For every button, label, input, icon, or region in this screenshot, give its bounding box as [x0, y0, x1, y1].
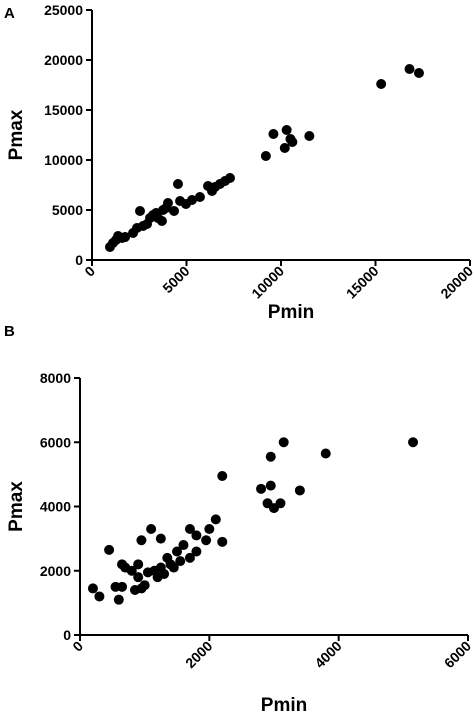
- point: [204, 523, 215, 534]
- point: [404, 64, 415, 74]
- point: [162, 198, 173, 208]
- y-tick-label: 5000: [52, 202, 83, 218]
- x-axis-title: Pmin: [268, 302, 314, 323]
- point: [191, 546, 202, 557]
- x-tick-label: 6000: [441, 638, 474, 671]
- x-tick-label: 5000: [159, 263, 192, 296]
- x-tick-label: 15000: [343, 263, 382, 302]
- point: [186, 195, 197, 205]
- point: [139, 580, 150, 591]
- point: [217, 536, 228, 547]
- point: [94, 591, 105, 602]
- point: [175, 556, 186, 567]
- y-tick-label: 0: [63, 627, 71, 643]
- point: [172, 546, 182, 557]
- y-tick-label: 4000: [40, 499, 71, 515]
- point: [126, 565, 137, 576]
- point: [117, 581, 128, 592]
- x-tick-label: 4000: [311, 638, 344, 671]
- point: [275, 498, 286, 509]
- point: [135, 206, 146, 216]
- point: [201, 535, 212, 546]
- point: [133, 559, 144, 570]
- point: [256, 483, 267, 494]
- point: [113, 594, 124, 605]
- point: [104, 544, 115, 555]
- y-tick-label: 15000: [44, 102, 83, 118]
- point: [268, 129, 279, 139]
- point: [184, 552, 195, 563]
- point: [376, 79, 387, 89]
- point: [178, 540, 189, 551]
- point: [320, 448, 331, 459]
- point: [133, 572, 144, 583]
- x-tick-label: 10000: [248, 263, 287, 302]
- y-tick-label: 25000: [44, 2, 83, 18]
- x-tick-label: 2000: [182, 638, 215, 671]
- point: [279, 143, 290, 153]
- point: [210, 514, 221, 525]
- y-tick-label: 0: [75, 252, 83, 268]
- point: [168, 562, 179, 573]
- point: [156, 216, 167, 226]
- point: [265, 480, 276, 491]
- y-tick-label: 10000: [44, 152, 83, 168]
- y-tick-label: 6000: [40, 434, 71, 450]
- point: [287, 137, 298, 147]
- point: [260, 151, 271, 161]
- point: [278, 437, 289, 448]
- x-axis-title: Pmin: [261, 695, 307, 716]
- point: [224, 173, 235, 183]
- point: [87, 583, 98, 594]
- x-tick-label: 0: [81, 263, 98, 280]
- point: [194, 192, 205, 202]
- point: [120, 232, 131, 242]
- point: [169, 206, 180, 216]
- y-tick-label: 20000: [44, 52, 83, 68]
- y-axis-title: Pmax: [6, 481, 27, 532]
- point: [408, 437, 419, 448]
- y-axis-title: Pmax: [6, 109, 27, 160]
- point: [184, 523, 195, 534]
- point: [159, 568, 170, 579]
- point: [136, 535, 147, 546]
- panel-label: B: [4, 323, 15, 340]
- point: [155, 533, 166, 544]
- point: [217, 470, 228, 481]
- point: [191, 530, 202, 541]
- point: [294, 485, 305, 496]
- panel-label: A: [4, 5, 15, 22]
- point: [146, 523, 157, 534]
- x-tick-label: 20000: [437, 263, 474, 302]
- point: [413, 68, 424, 78]
- point: [265, 451, 276, 462]
- point: [172, 179, 183, 189]
- y-tick-label: 2000: [40, 563, 71, 579]
- point: [304, 131, 315, 141]
- y-tick-label: 8000: [40, 370, 71, 386]
- x-tick-label: 0: [69, 638, 86, 655]
- point: [281, 125, 292, 135]
